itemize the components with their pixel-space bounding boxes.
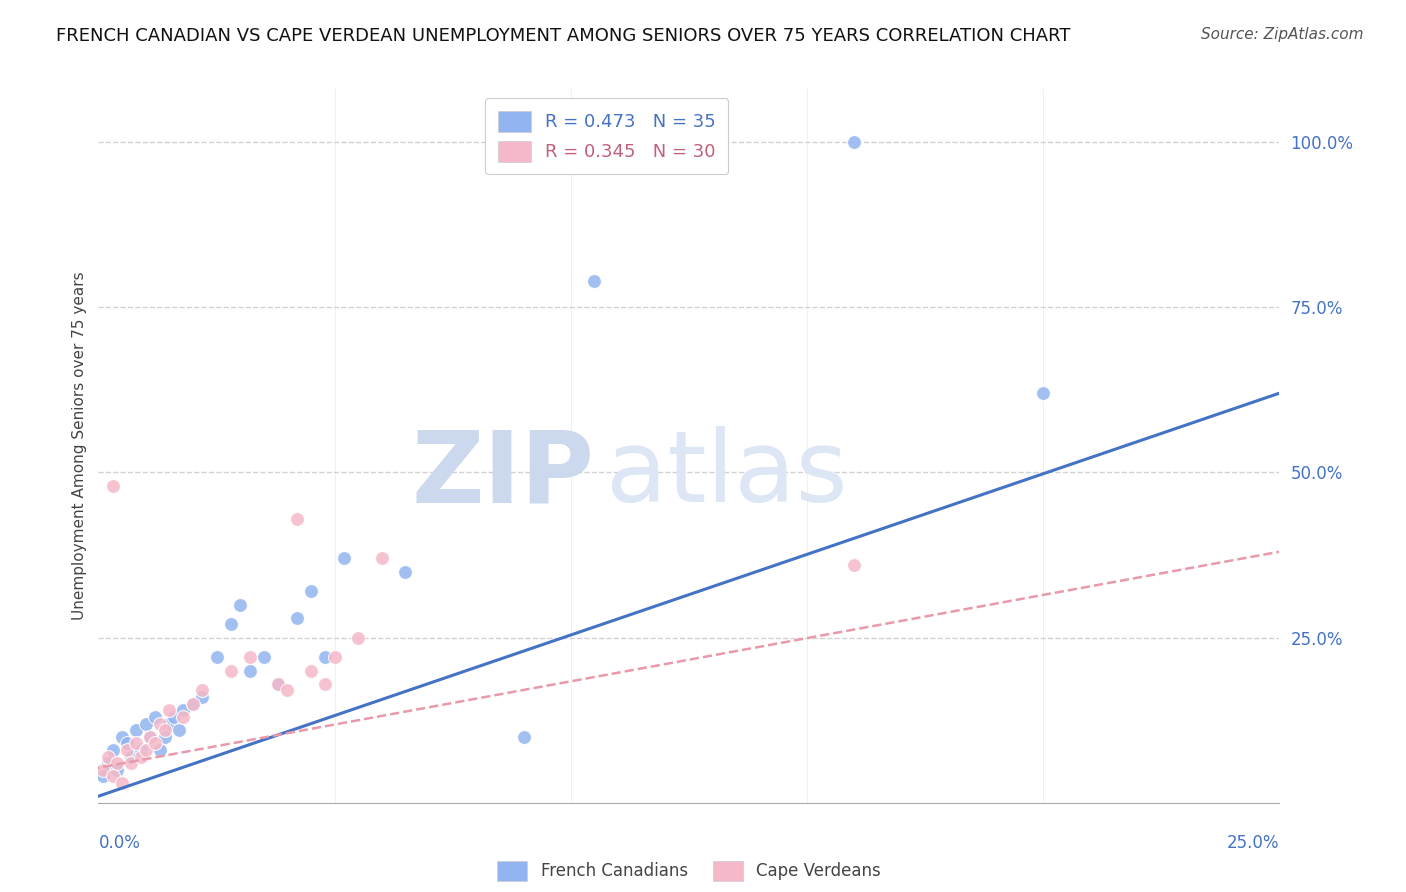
Point <box>157 716 180 731</box>
Point <box>219 617 242 632</box>
Point <box>153 730 176 744</box>
Point <box>125 723 148 738</box>
Point <box>143 710 166 724</box>
Point <box>267 677 290 691</box>
Point <box>129 749 152 764</box>
Point <box>101 743 124 757</box>
Text: 25.0%: 25.0% <box>1227 834 1279 852</box>
Point <box>181 697 204 711</box>
Point <box>105 763 128 777</box>
Point <box>299 664 322 678</box>
Point <box>111 776 134 790</box>
Text: 0.0%: 0.0% <box>98 834 141 852</box>
Text: atlas: atlas <box>606 426 848 523</box>
Point <box>347 631 370 645</box>
Point <box>205 650 228 665</box>
Point <box>323 650 346 665</box>
Y-axis label: Unemployment Among Seniors over 75 years: Unemployment Among Seniors over 75 years <box>72 272 87 620</box>
Point <box>299 584 322 599</box>
Point <box>371 551 394 566</box>
Point <box>229 598 252 612</box>
Point <box>583 274 606 288</box>
Point <box>97 756 120 771</box>
Text: Source: ZipAtlas.com: Source: ZipAtlas.com <box>1201 27 1364 42</box>
Point <box>105 756 128 771</box>
Point <box>135 716 157 731</box>
Point <box>121 756 143 771</box>
Text: FRENCH CANADIAN VS CAPE VERDEAN UNEMPLOYMENT AMONG SENIORS OVER 75 YEARS CORRELA: FRENCH CANADIAN VS CAPE VERDEAN UNEMPLOY… <box>56 27 1071 45</box>
Point <box>121 749 143 764</box>
Point <box>172 703 194 717</box>
Point <box>181 697 204 711</box>
Point <box>219 664 242 678</box>
Point <box>172 710 194 724</box>
Point <box>97 749 120 764</box>
Legend: French Canadians, Cape Verdeans: French Canadians, Cape Verdeans <box>491 855 887 888</box>
Point <box>191 683 214 698</box>
Point <box>139 730 162 744</box>
Point <box>253 650 276 665</box>
Point <box>157 703 180 717</box>
Point <box>149 716 172 731</box>
Point <box>276 683 298 698</box>
Point <box>394 565 416 579</box>
Point <box>139 730 162 744</box>
Point <box>285 611 308 625</box>
Point <box>239 650 262 665</box>
Point <box>101 769 124 783</box>
Text: ZIP: ZIP <box>412 426 595 523</box>
Point <box>333 551 356 566</box>
Point <box>101 478 124 492</box>
Point <box>135 743 157 757</box>
Point <box>191 690 214 704</box>
Point <box>129 743 152 757</box>
Point <box>167 723 190 738</box>
Point <box>512 730 534 744</box>
Point <box>844 558 866 572</box>
Point <box>125 736 148 750</box>
Point <box>111 730 134 744</box>
Point <box>314 650 336 665</box>
Point <box>267 677 290 691</box>
Point <box>844 135 866 149</box>
Point <box>149 743 172 757</box>
Point <box>314 677 336 691</box>
Point <box>143 736 166 750</box>
Point <box>91 763 114 777</box>
Point <box>153 723 176 738</box>
Point <box>285 511 308 525</box>
Point <box>115 736 138 750</box>
Point <box>163 710 186 724</box>
Point <box>1032 386 1054 401</box>
Point <box>239 664 262 678</box>
Point <box>91 769 114 783</box>
Point <box>115 743 138 757</box>
